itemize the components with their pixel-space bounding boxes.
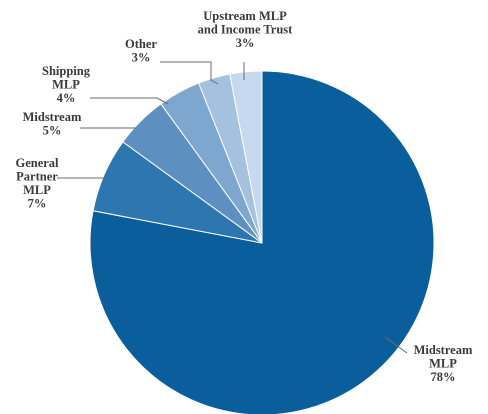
slice-value-label: 7% <box>28 197 47 211</box>
slice-name-line: and Income Trust <box>198 23 294 37</box>
slice-name-line: Shipping <box>42 64 91 78</box>
slice-value-label: 3% <box>132 51 151 65</box>
slice-name-line: MLP <box>52 78 80 92</box>
pie-slice-5 <box>229 70 263 244</box>
slice-name-line: MLP <box>23 183 51 197</box>
slice-label-3: Shipping MLP 4% <box>42 64 91 105</box>
leader-line-other <box>160 61 219 85</box>
slice-name-line: Midstream <box>23 110 82 124</box>
slice-label-5: Upstream MLP and Income Trust 3% <box>198 9 294 50</box>
slice-label-0: Midstream MLP 78% <box>414 343 473 384</box>
slice-labels: Midstream MLP 78%General Partner MLP 7%Midstr… <box>15 9 472 384</box>
slice-name-line: Upstream MLP <box>203 9 287 23</box>
slice-value-label: 78% <box>431 370 456 384</box>
slice-name-line: MLP <box>429 357 457 371</box>
leader-lines <box>57 61 408 354</box>
slice-value-label: 3% <box>236 36 255 50</box>
slice-value-label: 4% <box>57 91 76 105</box>
slice-value-label: 5% <box>43 124 62 138</box>
slice-name-line: Partner <box>16 170 58 184</box>
pie-slices <box>89 70 435 414</box>
slice-name-line: Other <box>125 37 157 51</box>
slice-label-2: Midstream 5% <box>23 110 82 138</box>
slice-label-1: General Partner MLP 7% <box>15 156 59 211</box>
leader-line-shipping-mlp <box>90 97 169 105</box>
leader-line-midstream-mlp <box>384 336 408 354</box>
slice-name-line: Midstream <box>414 343 473 357</box>
slice-name-line: General <box>15 156 59 170</box>
slice-label-4: Other 3% <box>125 37 157 65</box>
